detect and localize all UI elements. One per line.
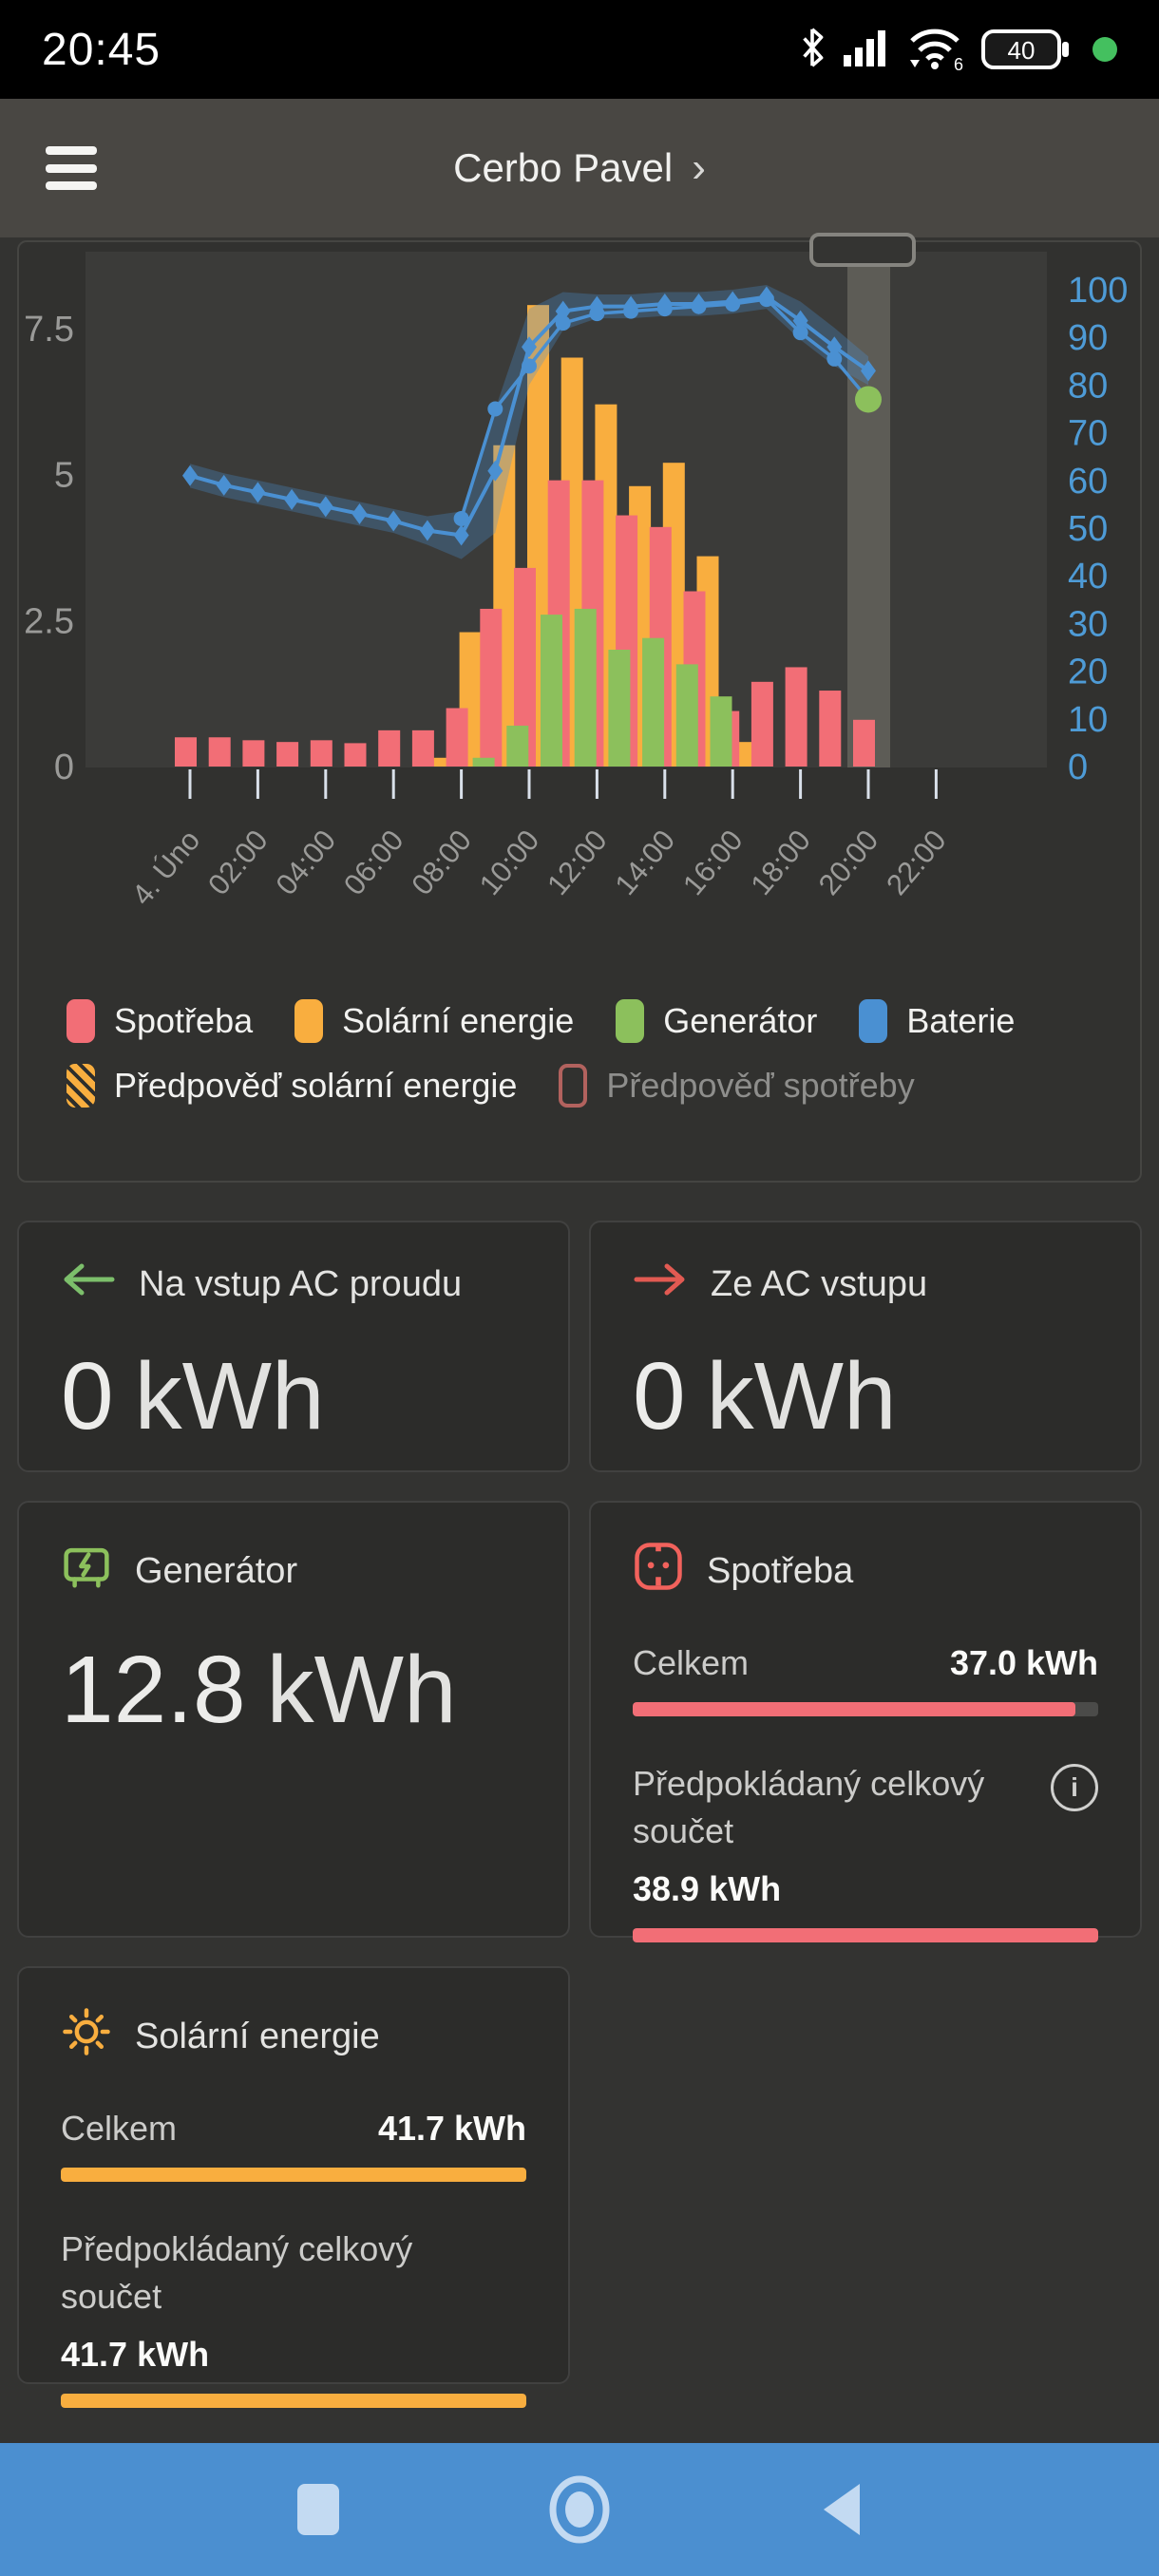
generator-card: Generátor 12.8 kWh (17, 1501, 570, 1938)
svg-text:16:00: 16:00 (676, 824, 750, 901)
ac-in-card: Na vstup AC proudu 0 kWh (17, 1221, 570, 1472)
solar-total-bar (61, 2168, 526, 2182)
back-button[interactable] (808, 2476, 874, 2543)
chevron-right-icon: › (692, 144, 706, 191)
svg-text:40: 40 (1008, 36, 1036, 65)
consumption-forecast-swatch-icon (559, 1064, 588, 1108)
svg-text:70: 70 (1068, 414, 1108, 454)
svg-text:0: 0 (54, 748, 74, 787)
svg-text:22:00: 22:00 (880, 824, 953, 901)
legend-item-solar[interactable]: Solární energie (294, 999, 574, 1043)
recents-button[interactable] (285, 2476, 352, 2543)
solar-title: Solární energie (135, 2016, 380, 2056)
consumption-title: Spotřeba (707, 1550, 854, 1591)
consumption-forecast-value: 38.9 kWh (633, 1868, 782, 1908)
svg-text:100: 100 (1068, 271, 1128, 311)
consumption-forecast-label: Předpokládaný celkový součet (633, 1764, 985, 1851)
consumption-card: Spotřeba Celkem 37.0 kWh Předpokládaný c… (589, 1501, 1142, 1942)
svg-text:2.5: 2.5 (24, 601, 74, 641)
svg-text:14:00: 14:00 (608, 824, 681, 901)
arrow-right-icon (633, 1260, 688, 1308)
svg-text:20: 20 (1068, 653, 1108, 692)
svg-text:0: 0 (1068, 748, 1088, 787)
svg-text:80: 80 (1068, 366, 1108, 406)
battery-swatch-icon (859, 999, 888, 1043)
svg-text:60: 60 (1068, 462, 1108, 502)
svg-text:5: 5 (54, 456, 74, 496)
svg-text:12:00: 12:00 (541, 824, 614, 901)
solar-forecast-bar (61, 2393, 526, 2408)
consumption-total-value: 37.0 kWh (949, 1643, 1098, 1682)
chart-legend-row-2: Předpověď solární energie Předpověď spot… (66, 1064, 1140, 1108)
legend-item-consumption[interactable]: Spotřeba (66, 999, 253, 1043)
generator-value: 12.8 kWh (61, 1637, 457, 1743)
battery-icon: 40 (980, 28, 1072, 71)
generator-swatch-icon (616, 999, 645, 1043)
solar-forecast-swatch-icon (66, 1064, 95, 1108)
svg-text:30: 30 (1068, 604, 1108, 644)
arrow-left-icon (61, 1260, 116, 1308)
energy-chart-card: 0 2.5 5 7.5 0 10 20 30 40 50 60 70 80 90 100 4. Úno 02:0… (17, 233, 1142, 1183)
svg-text:10:00: 10:00 (473, 824, 546, 901)
svg-text:6: 6 (954, 55, 963, 71)
wifi-icon: 6 (906, 24, 965, 76)
app-header: Cerbo Pavel › (0, 99, 1159, 237)
consumption-total-label: Celkem (633, 1643, 750, 1682)
socket-icon (633, 1541, 684, 1601)
svg-text:10: 10 (1068, 700, 1108, 740)
ac-in-title: Na vstup AC proudu (139, 1263, 463, 1304)
legend-item-consumption-forecast[interactable]: Předpověď spotřeby (559, 1064, 915, 1108)
generator-title: Generátor (135, 1550, 298, 1591)
consumption-forecast-bar (633, 1927, 1098, 1942)
home-button[interactable] (546, 2475, 613, 2544)
chart-cursor-handle[interactable] (809, 233, 916, 267)
ac-out-card: Ze AC vstupu 0 kWh (589, 1221, 1142, 1472)
svg-text:06:00: 06:00 (337, 824, 410, 901)
svg-text:18:00: 18:00 (744, 824, 817, 901)
cell-signal-icon (842, 27, 891, 73)
consumption-swatch-icon (66, 999, 95, 1043)
installation-title[interactable]: Cerbo Pavel › (0, 99, 1159, 237)
solar-total-value: 41.7 kWh (377, 2109, 526, 2148)
ac-out-value: 0 kWh (633, 1343, 897, 1449)
solar-forecast-value: 41.7 kWh (61, 2334, 210, 2374)
status-time: 20:45 (42, 24, 162, 75)
svg-text:7.5: 7.5 (24, 310, 74, 350)
svg-text:40: 40 (1068, 557, 1108, 597)
android-nav-bar (0, 2443, 1159, 2576)
solar-forecast-label: Předpokládaný celkový součet (61, 2229, 413, 2317)
solar-total-label: Celkem (61, 2109, 178, 2148)
energy-chart[interactable]: 0 2.5 5 7.5 0 10 20 30 40 50 60 70 80 90 100 4. Úno 02:0… (19, 248, 1140, 929)
sun-icon (61, 2006, 112, 2067)
menu-button[interactable] (46, 146, 97, 190)
solar-swatch-icon (294, 999, 324, 1043)
svg-text:20:00: 20:00 (812, 824, 885, 901)
solar-card: Solární energie Celkem 41.7 kWh Předpokl… (17, 1966, 570, 2408)
notification-led-icon (1092, 37, 1117, 62)
generator-icon (61, 1541, 112, 1601)
svg-text:04:00: 04:00 (269, 824, 342, 901)
svg-text:08:00: 08:00 (405, 824, 478, 901)
bluetooth-icon (798, 25, 826, 75)
svg-text:02:00: 02:00 (201, 824, 275, 901)
consumption-total-bar (633, 1702, 1098, 1716)
page-title: Cerbo Pavel (453, 145, 674, 190)
legend-item-generator[interactable]: Generátor (616, 999, 817, 1043)
svg-text:90: 90 (1068, 318, 1108, 358)
svg-text:50: 50 (1068, 509, 1108, 549)
legend-item-battery[interactable]: Baterie (859, 999, 1015, 1043)
ac-in-value: 0 kWh (61, 1343, 325, 1449)
ac-out-title: Ze AC vstupu (711, 1263, 928, 1304)
svg-text:4. Úno: 4. Úno (125, 824, 207, 911)
chart-legend-row-1: Spotřeba Solární energie Generátor Bater… (66, 999, 1140, 1043)
legend-item-solar-forecast[interactable]: Předpověď solární energie (66, 1064, 517, 1108)
status-bar: 20:45 6 (0, 0, 1159, 99)
info-icon[interactable]: i (1051, 1764, 1098, 1811)
